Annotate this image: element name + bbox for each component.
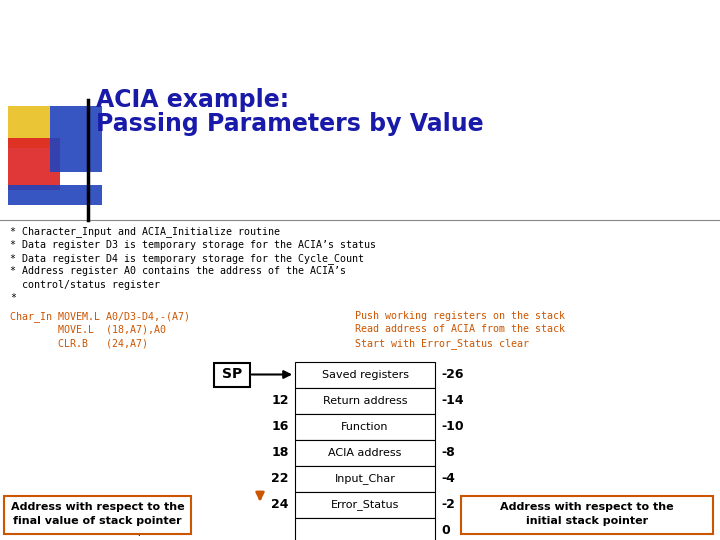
Text: 14: 14 xyxy=(700,526,712,536)
Text: 0: 0 xyxy=(441,524,450,537)
Text: SP: SP xyxy=(222,368,242,381)
Text: Address with respect to the
final value of stack pointer: Address with respect to the final value … xyxy=(11,502,184,525)
Text: 12: 12 xyxy=(271,394,289,407)
Bar xyxy=(295,517,435,540)
Text: -8: -8 xyxy=(441,446,455,459)
Bar xyxy=(8,138,60,190)
FancyBboxPatch shape xyxy=(214,362,250,387)
Bar xyxy=(295,491,435,517)
Bar xyxy=(295,388,435,414)
Text: CPE/EE 421/521 Microcomputers: CPE/EE 421/521 Microcomputers xyxy=(10,526,169,536)
Bar xyxy=(295,465,435,491)
Text: Start with Error_Status clear: Start with Error_Status clear xyxy=(355,338,529,349)
Text: -14: -14 xyxy=(441,394,464,407)
Bar xyxy=(295,361,435,388)
Text: ACIA address: ACIA address xyxy=(328,448,402,457)
Text: Return address: Return address xyxy=(323,395,408,406)
Text: 24: 24 xyxy=(271,498,289,511)
Bar xyxy=(8,106,50,148)
Text: * Data register D3 is temporary storage for the ACIA’s status: * Data register D3 is temporary storage … xyxy=(10,240,376,249)
Bar xyxy=(50,106,102,172)
Text: 22: 22 xyxy=(271,472,289,485)
Text: -26: -26 xyxy=(441,368,464,381)
Text: Error_Status: Error_Status xyxy=(330,499,399,510)
Text: Char_In MOVEM.L A0/D3-D4,-(A7): Char_In MOVEM.L A0/D3-D4,-(A7) xyxy=(10,311,190,322)
Text: * Data register D4 is temporary storage for the Cycle_Count: * Data register D4 is temporary storage … xyxy=(10,253,364,264)
Text: -2: -2 xyxy=(441,498,455,511)
Text: Function: Function xyxy=(341,422,389,431)
Text: Passing Parameters by Value: Passing Parameters by Value xyxy=(96,112,484,136)
Text: Address with respect to the
initial stack pointer: Address with respect to the initial stac… xyxy=(500,502,674,525)
Text: * Character_Input and ACIA_Initialize routine: * Character_Input and ACIA_Initialize ro… xyxy=(10,226,280,237)
Text: -10: -10 xyxy=(441,420,464,433)
Text: CLR.B   (24,A7): CLR.B (24,A7) xyxy=(10,338,148,348)
Text: * Address register A0 contains the address of the ACIA’s: * Address register A0 contains the addre… xyxy=(10,267,346,276)
Bar xyxy=(295,440,435,465)
Text: *: * xyxy=(10,294,16,303)
Text: Input_Char: Input_Char xyxy=(335,473,395,484)
Text: control/status register: control/status register xyxy=(10,280,160,290)
Text: -4: -4 xyxy=(441,472,455,485)
Text: 16: 16 xyxy=(271,420,289,433)
FancyBboxPatch shape xyxy=(461,496,713,534)
Text: Push working registers on the stack: Push working registers on the stack xyxy=(355,311,565,321)
Bar xyxy=(8,185,102,205)
Text: MOVE.L  (18,A7),A0: MOVE.L (18,A7),A0 xyxy=(10,325,166,334)
Text: 18: 18 xyxy=(271,446,289,459)
FancyBboxPatch shape xyxy=(4,496,191,534)
Text: Saved registers: Saved registers xyxy=(322,369,408,380)
Text: Read address of ACIA from the stack: Read address of ACIA from the stack xyxy=(355,325,565,334)
Text: ACIA example:: ACIA example: xyxy=(96,88,289,112)
Bar xyxy=(295,414,435,440)
